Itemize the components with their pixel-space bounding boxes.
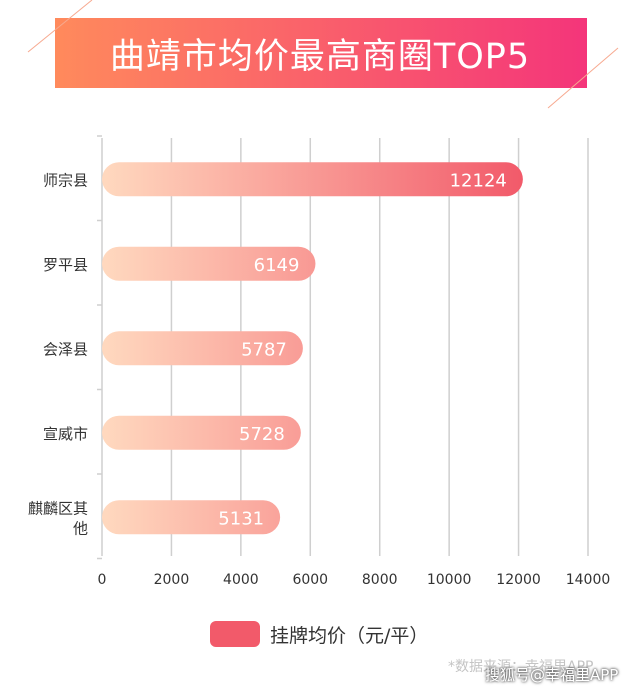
x-tick-labels: 0 2000 4000 6000 8000 10000 12000 14000 [98, 572, 611, 588]
bar-value-label: 5728 [239, 424, 285, 445]
bar-value-label: 5787 [241, 339, 287, 360]
legend: 挂牌均价（元/平） [210, 620, 428, 648]
legend-swatch [210, 621, 260, 647]
bar-value-label: 5131 [218, 508, 264, 529]
title-banner-bg [55, 18, 587, 88]
x-tick-label: 6000 [292, 572, 328, 588]
bar [102, 162, 523, 197]
category-label: 麒麟区其 [28, 499, 88, 517]
x-tick-label: 14000 [566, 572, 611, 588]
data-labels: 12124 6149 5787 5728 5131 [218, 170, 507, 529]
title-banner [27, 0, 619, 109]
watermark: 搜狐号@幸福里APP [485, 666, 619, 684]
category-label: 他 [73, 519, 88, 537]
banner-deco-line-left [27, 0, 93, 53]
category-label: 会泽县 [43, 340, 88, 358]
bar-value-label: 6149 [254, 255, 300, 276]
x-tick-label: 2000 [154, 572, 190, 588]
bar [102, 246, 316, 281]
bar [102, 415, 301, 450]
axes [97, 135, 103, 560]
bar-value-label: 12124 [450, 170, 507, 191]
bar [102, 500, 281, 535]
x-tick-label: 0 [98, 572, 107, 588]
category-label: 师宗县 [43, 171, 88, 189]
source-note: *数据来源：幸福里APP [448, 659, 594, 675]
bars [102, 162, 523, 535]
chart-title: 曲靖市均价最高商圈TOP5 [109, 36, 531, 77]
bar [102, 331, 303, 366]
x-tick-label: 12000 [496, 572, 541, 588]
banner-deco-line-right [547, 47, 619, 109]
category-label: 罗平县 [43, 256, 88, 274]
x-tick-label: 4000 [223, 572, 259, 588]
legend-label: 挂牌均价（元/平） [270, 624, 429, 647]
category-label: 宣威市 [43, 425, 88, 443]
x-tick-label: 10000 [427, 572, 472, 588]
x-tick-label: 8000 [362, 572, 398, 588]
